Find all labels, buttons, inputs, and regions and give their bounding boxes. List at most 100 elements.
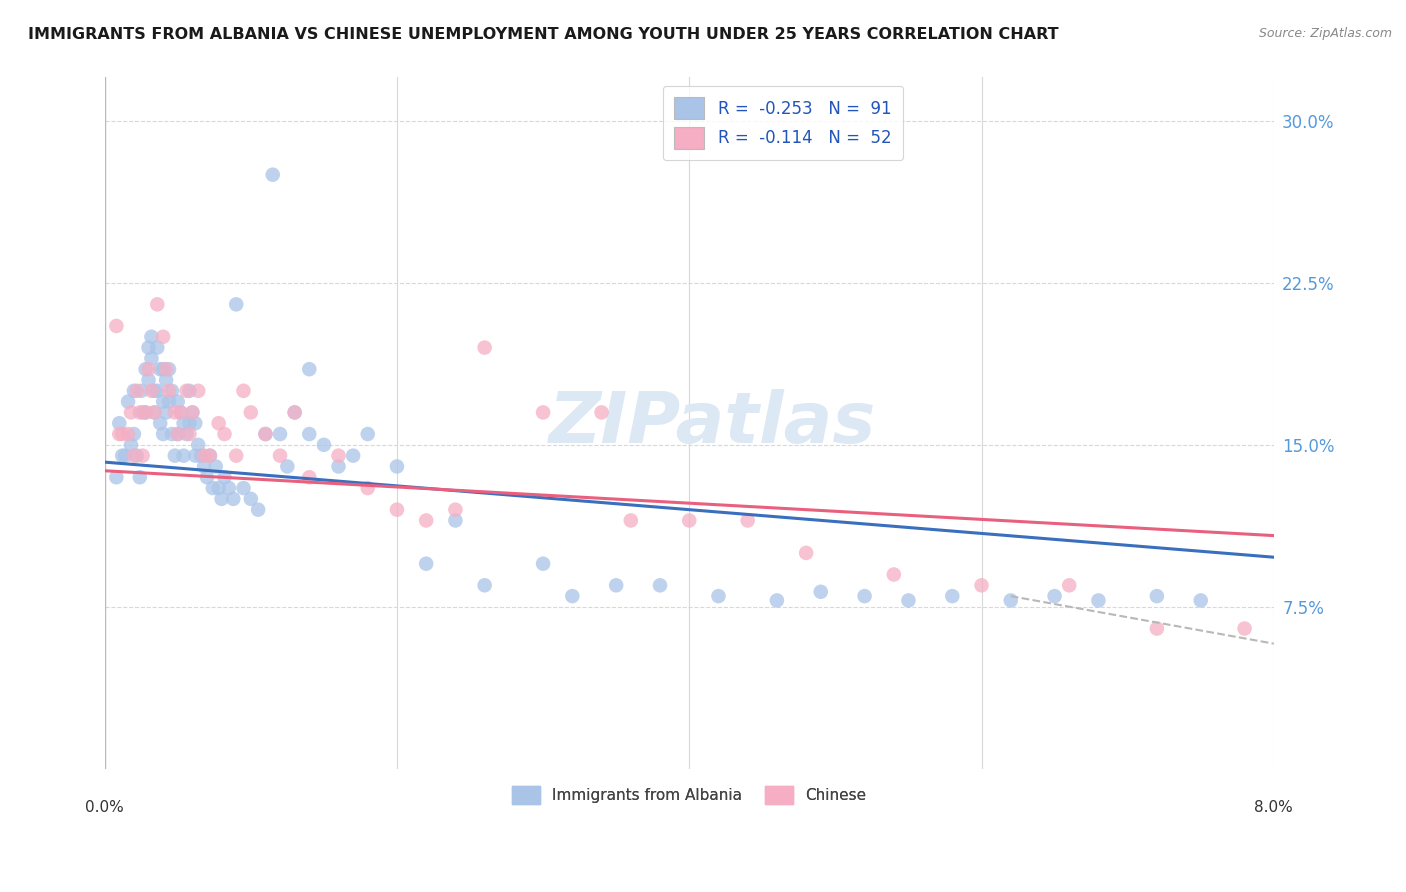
Point xyxy=(211,491,233,506)
Point xyxy=(143,405,166,419)
Point xyxy=(298,362,321,376)
Text: IMMIGRANTS FROM ALBANIA VS CHINESE UNEMPLOYMENT AMONG YOUTH UNDER 25 YEARS CORRE: IMMIGRANTS FROM ALBANIA VS CHINESE UNEMP… xyxy=(28,27,1059,42)
Point xyxy=(204,459,226,474)
Point xyxy=(179,384,201,398)
Point xyxy=(474,341,496,355)
Point xyxy=(105,470,128,484)
Point xyxy=(152,394,174,409)
Point xyxy=(122,427,145,442)
Point xyxy=(125,449,148,463)
Point xyxy=(269,449,291,463)
Point xyxy=(561,589,583,603)
Point xyxy=(135,362,157,376)
Point xyxy=(181,405,204,419)
Point xyxy=(122,384,145,398)
Point xyxy=(883,567,905,582)
Point xyxy=(474,578,496,592)
Point xyxy=(184,449,207,463)
Point xyxy=(195,470,218,484)
Point xyxy=(605,578,627,592)
Point xyxy=(678,513,700,527)
Point xyxy=(176,427,198,442)
Text: ZIPatlas: ZIPatlas xyxy=(548,389,876,458)
Point xyxy=(620,513,643,527)
Point xyxy=(1087,593,1109,607)
Point xyxy=(146,384,169,398)
Point xyxy=(1233,622,1256,636)
Point xyxy=(707,589,730,603)
Point xyxy=(1000,593,1022,607)
Point xyxy=(120,405,142,419)
Point xyxy=(152,330,174,344)
Point xyxy=(298,470,321,484)
Point xyxy=(218,481,240,495)
Point xyxy=(187,384,209,398)
Point xyxy=(232,384,254,398)
Point xyxy=(160,427,183,442)
Point xyxy=(138,362,160,376)
Point xyxy=(141,351,163,366)
Point xyxy=(208,416,231,430)
Point xyxy=(155,362,177,376)
Point xyxy=(444,502,467,516)
Point xyxy=(941,589,963,603)
Point xyxy=(138,341,160,355)
Point xyxy=(173,416,195,430)
Point xyxy=(284,405,307,419)
Point xyxy=(138,373,160,387)
Point xyxy=(214,470,236,484)
Point xyxy=(193,459,215,474)
Point xyxy=(1146,622,1168,636)
Point xyxy=(166,427,188,442)
Point xyxy=(117,394,139,409)
Point xyxy=(201,481,224,495)
Point xyxy=(114,449,136,463)
Point xyxy=(120,438,142,452)
Point xyxy=(1189,593,1212,607)
Point xyxy=(146,297,169,311)
Point xyxy=(284,405,307,419)
Point xyxy=(108,427,131,442)
Point xyxy=(163,449,186,463)
Point xyxy=(1146,589,1168,603)
Point xyxy=(276,459,298,474)
Point xyxy=(766,593,789,607)
Point xyxy=(157,394,180,409)
Text: 8.0%: 8.0% xyxy=(1254,799,1294,814)
Point xyxy=(122,449,145,463)
Point xyxy=(160,384,183,398)
Point xyxy=(385,502,408,516)
Point xyxy=(179,416,201,430)
Point xyxy=(146,341,169,355)
Point xyxy=(342,449,364,463)
Point xyxy=(737,513,759,527)
Point xyxy=(135,405,157,419)
Point xyxy=(181,405,204,419)
Point xyxy=(157,362,180,376)
Point xyxy=(166,427,188,442)
Point xyxy=(1043,589,1066,603)
Point xyxy=(149,416,172,430)
Point xyxy=(222,491,245,506)
Point xyxy=(141,384,163,398)
Text: Source: ZipAtlas.com: Source: ZipAtlas.com xyxy=(1258,27,1392,40)
Point xyxy=(254,427,277,442)
Point xyxy=(385,459,408,474)
Point xyxy=(169,405,191,419)
Point xyxy=(157,384,180,398)
Point xyxy=(128,470,150,484)
Point xyxy=(184,416,207,430)
Point xyxy=(312,438,335,452)
Point xyxy=(108,416,131,430)
Point xyxy=(131,449,153,463)
Point xyxy=(128,405,150,419)
Point xyxy=(897,593,920,607)
Point xyxy=(198,449,221,463)
Point xyxy=(239,491,262,506)
Point xyxy=(328,459,350,474)
Point xyxy=(794,546,817,560)
Point xyxy=(105,318,128,333)
Point xyxy=(214,427,236,442)
Point xyxy=(225,449,247,463)
Point xyxy=(232,481,254,495)
